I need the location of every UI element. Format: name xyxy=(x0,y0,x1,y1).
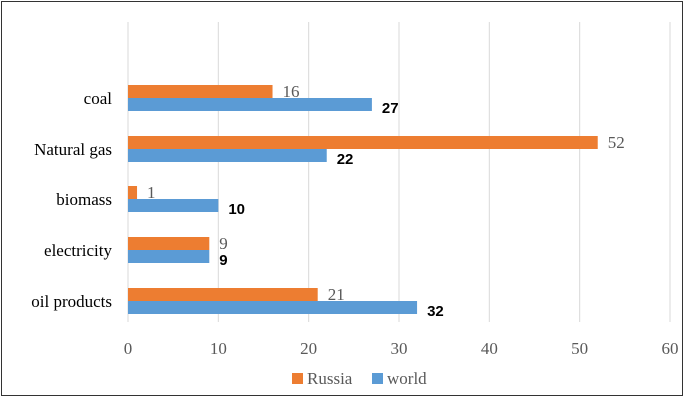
bar-world xyxy=(128,199,219,212)
legend-swatch-russia xyxy=(292,373,303,384)
data-label-world: 10 xyxy=(228,201,245,218)
data-label-world: 22 xyxy=(337,151,354,168)
x-tick-label: 20 xyxy=(300,339,317,358)
bar-world xyxy=(128,301,418,314)
category-label: Natural gas xyxy=(34,140,112,159)
x-tick-label: 50 xyxy=(571,339,588,358)
data-label-world: 32 xyxy=(427,303,444,320)
data-label-world: 9 xyxy=(219,252,227,269)
data-label-russia: 9 xyxy=(219,234,228,253)
bar-world xyxy=(128,149,327,162)
x-tick-label: 0 xyxy=(124,339,133,358)
x-tick-label: 10 xyxy=(210,339,227,358)
category-label: oil products xyxy=(31,292,112,311)
data-label-russia: 1 xyxy=(147,183,156,202)
legend-swatch-world xyxy=(372,373,383,384)
data-label-world: 27 xyxy=(382,100,399,117)
x-tick-label: 30 xyxy=(391,339,408,358)
bar-russia xyxy=(128,288,318,301)
x-tick-label: 40 xyxy=(481,339,498,358)
category-label: biomass xyxy=(56,190,112,209)
bar-russia xyxy=(128,186,138,199)
data-label-russia: 16 xyxy=(283,82,300,101)
bar-russia xyxy=(128,85,273,98)
bar-world xyxy=(128,250,210,263)
bar-russia xyxy=(128,237,210,250)
bar-world xyxy=(128,98,372,111)
bar-russia xyxy=(128,136,598,149)
legend-label-world: world xyxy=(387,369,427,388)
category-label: coal xyxy=(84,89,113,108)
legend-label-russia: Russia xyxy=(307,369,353,388)
data-label-russia: 52 xyxy=(608,133,625,152)
data-label-russia: 21 xyxy=(328,285,345,304)
category-label: electricity xyxy=(44,241,112,260)
x-tick-label: 60 xyxy=(662,339,679,358)
